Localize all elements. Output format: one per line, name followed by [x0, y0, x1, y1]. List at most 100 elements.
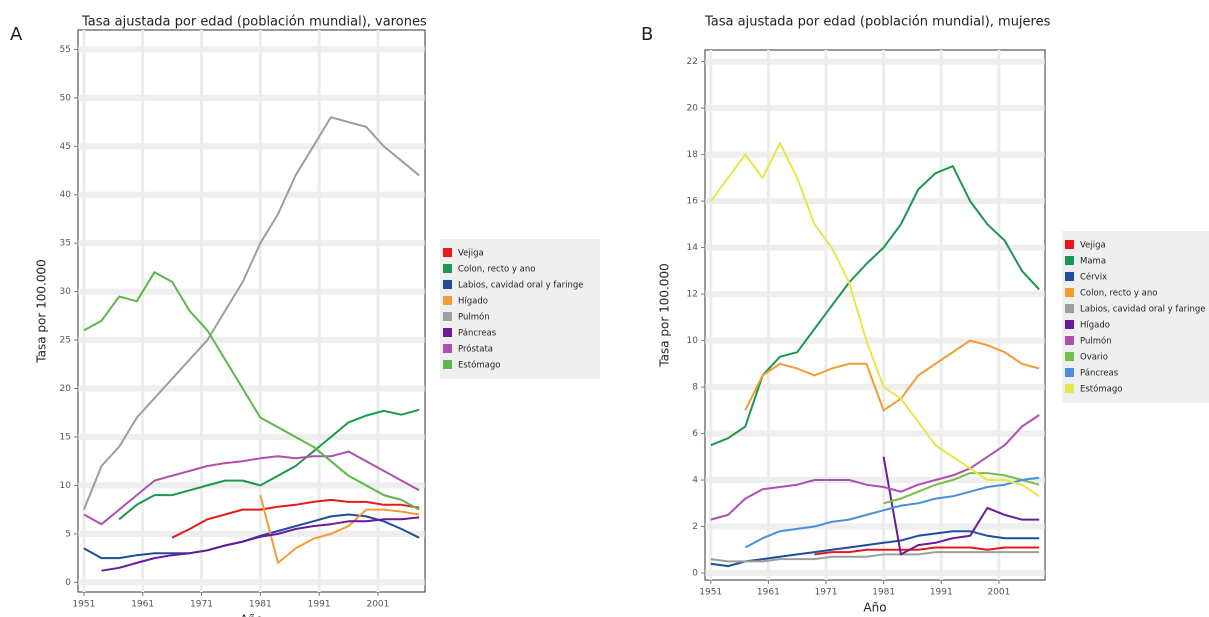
- series-line: [744, 339, 1040, 412]
- series-line: [171, 498, 420, 539]
- series-line: [710, 530, 1040, 568]
- series-line: [101, 516, 420, 572]
- legend-label: Próstata: [458, 344, 493, 355]
- chart-title: Tasa ajustada por edad (población mundia…: [81, 15, 427, 30]
- y-tick-label: 15: [60, 432, 71, 442]
- legend-swatch: [1065, 256, 1074, 265]
- y-axis-label: Tasa por 100.000: [658, 263, 672, 367]
- legend-label: Hígado: [458, 297, 488, 307]
- x-tick-label: 1951: [699, 588, 722, 598]
- series-line: [882, 456, 1040, 556]
- legend-label: Labios, cavidad oral y faringe: [1080, 305, 1205, 315]
- series-line: [744, 476, 1040, 549]
- series-line: [814, 546, 1040, 556]
- panel-label: B: [641, 24, 653, 45]
- legend-swatch: [1065, 320, 1074, 329]
- y-tick-label: 45: [60, 142, 71, 152]
- legend-label: Colon, recto y ano: [458, 265, 535, 275]
- y-tick-label: 22: [687, 57, 698, 67]
- y-tick-label: 10: [60, 481, 72, 491]
- y-tick-label: 25: [60, 336, 71, 346]
- y-tick-label: 4: [692, 476, 698, 486]
- series-line: [83, 271, 420, 511]
- legend-swatch: [1065, 336, 1074, 345]
- legend-label: Cérvix: [1080, 272, 1107, 283]
- legend-box: [440, 239, 600, 379]
- legend-swatch: [443, 344, 452, 353]
- y-tick-label: 16: [687, 197, 699, 207]
- y-tick-label: 0: [692, 569, 698, 579]
- y-tick-label: 50: [60, 93, 72, 103]
- series-line: [710, 414, 1040, 521]
- legend-label: Vejiga: [458, 249, 484, 259]
- legend-swatch: [1065, 384, 1074, 393]
- legend-swatch: [443, 264, 452, 273]
- x-tick-label: 2001: [987, 588, 1010, 598]
- plot-area: [77, 29, 426, 593]
- series-line: [709, 142, 1040, 498]
- y-tick-label: 2: [692, 522, 698, 532]
- y-tick-label: 14: [687, 243, 699, 253]
- plot-area: [704, 49, 1046, 581]
- legend-swatch: [1065, 240, 1074, 249]
- x-axis-label: Año: [240, 613, 263, 617]
- legend-label: Estómago: [1080, 384, 1122, 395]
- series-line: [883, 472, 1040, 505]
- x-tick-label: 1971: [815, 588, 838, 598]
- legend-swatch: [443, 280, 452, 289]
- x-tick-label: 1991: [308, 600, 331, 610]
- y-tick-label: 12: [687, 290, 698, 300]
- y-tick-label: 20: [687, 104, 699, 114]
- series-line: [82, 116, 420, 510]
- legend-label: Mama: [1080, 257, 1106, 267]
- legend-swatch: [443, 248, 452, 257]
- y-tick-label: 30: [60, 287, 72, 297]
- legend-label: Páncreas: [458, 329, 497, 339]
- series-line: [710, 551, 1040, 563]
- legend-label: Pulmón: [458, 312, 490, 323]
- legend-label: Vejiga: [1080, 241, 1106, 251]
- legend-label: Páncreas: [1080, 369, 1119, 379]
- y-tick-label: 6: [692, 429, 698, 439]
- legend-label: Colon, recto y ano: [1080, 289, 1157, 299]
- y-tick-label: 0: [65, 578, 71, 588]
- y-tick-label: 18: [687, 150, 699, 160]
- series-line: [118, 408, 420, 521]
- y-tick-label: 8: [692, 383, 698, 393]
- x-axis-label: Año: [863, 601, 886, 615]
- legend-swatch: [443, 296, 452, 305]
- panel-label: A: [10, 24, 23, 45]
- y-axis-label: Tasa por 100.000: [35, 259, 49, 363]
- legend-swatch: [443, 312, 452, 321]
- legend-box: [1062, 231, 1209, 403]
- legend-label: Hígado: [1080, 321, 1110, 331]
- legend-label: Labios, cavidad oral y faringe: [458, 281, 583, 291]
- x-tick-label: 1961: [757, 588, 780, 598]
- legend-swatch: [1065, 304, 1074, 313]
- series-line: [83, 450, 420, 526]
- legend-swatch: [1065, 288, 1074, 297]
- x-tick-label: 1971: [190, 600, 213, 610]
- x-tick-label: 1981: [249, 600, 272, 610]
- series-line: [259, 494, 420, 564]
- legend-label: Pulmón: [1080, 336, 1112, 347]
- legend-swatch: [1065, 352, 1074, 361]
- x-tick-label: 1961: [131, 600, 154, 610]
- x-tick-label: 1991: [930, 588, 953, 598]
- y-tick-label: 55: [60, 45, 71, 55]
- y-tick-label: 35: [60, 239, 71, 249]
- y-tick-label: 20: [60, 384, 72, 394]
- chart-title: Tasa ajustada por edad (población mundia…: [704, 15, 1051, 30]
- y-tick-label: 5: [65, 529, 71, 539]
- legend-label: Estómago: [458, 360, 500, 371]
- x-tick-label: 2001: [366, 600, 389, 610]
- y-tick-label: 10: [687, 336, 699, 346]
- x-tick-label: 1981: [872, 588, 895, 598]
- y-tick-label: 40: [60, 190, 72, 200]
- legend-swatch: [1065, 368, 1074, 377]
- legend-swatch: [1065, 272, 1074, 281]
- legend-swatch: [443, 328, 452, 337]
- legend-label: Ovario: [1080, 353, 1108, 363]
- x-tick-label: 1951: [72, 600, 95, 610]
